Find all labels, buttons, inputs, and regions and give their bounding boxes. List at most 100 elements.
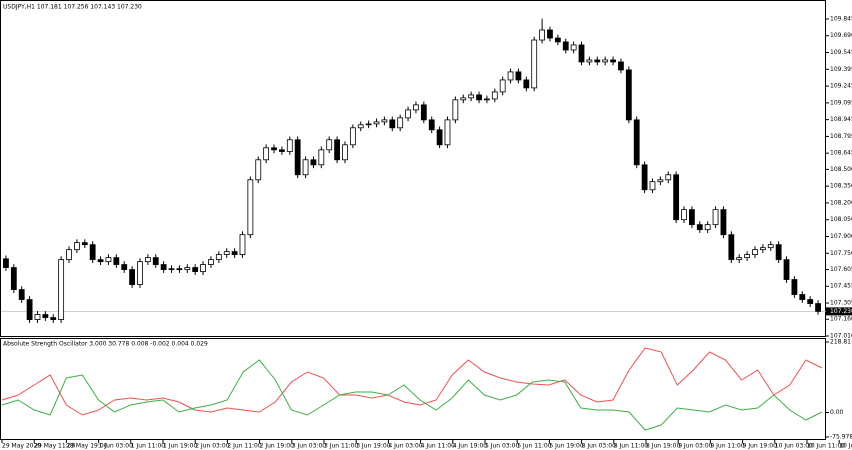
x-tick-label: 5 Jun 03:00 [485,443,519,450]
candle-body [18,289,25,300]
x-tick-label: 8 Jun 11:00 [614,443,648,450]
candle-body [349,127,356,146]
x-tick-label: 9 Jun 03:00 [678,443,712,450]
candle-body [815,303,821,312]
y-tick-label: 109.245 [830,83,852,90]
candle-body [428,119,435,131]
x-tick-label: 1 Jun 11:00 [131,443,165,450]
candle-body [720,209,727,236]
candle-body [460,97,467,101]
x-tick-label: 2 Jun 03:00 [195,443,229,450]
x-tick-label: 4 Jun 11:00 [421,443,455,450]
candle-body [26,299,33,320]
candle-body [799,294,806,300]
candle-body [602,59,609,63]
candle-body [247,179,254,236]
candle-body [89,244,96,261]
candle-body [625,69,632,121]
y-tick-label: 108.945 [830,116,852,123]
candle-body [342,144,348,161]
candle-body [334,139,340,161]
candle-body [570,44,577,51]
candle-body [728,234,735,261]
main-title: USDJPY,H1 107.181 107.256 107.143 107.23… [3,4,142,11]
y-tick-label: -75.978 [830,434,852,441]
candle-body [105,257,112,263]
candle-body [137,261,143,285]
candle-body [436,129,443,146]
candle-body [357,124,364,129]
candle-body [3,258,9,268]
candle-body [413,104,419,111]
candle-body [649,181,656,191]
candle-body [121,264,128,270]
candle-body [554,37,561,43]
candle-body [689,209,695,226]
candle-body [531,39,538,89]
x-tick-label: 29 May 2020 [2,443,41,450]
candle-body [365,123,372,126]
x-tick-label: 3 Jun 11:00 [324,443,358,450]
candle-body [547,29,553,39]
candle-body [499,79,506,93]
x-tick-label: 2 Jun 19:00 [260,443,294,450]
candle-body [74,242,80,251]
candle-body [405,109,411,119]
candle-body [523,79,530,89]
x-tick-label: 2 Jun 11:00 [227,443,261,450]
candle-body [302,159,309,176]
y-tick-label: 108.350 [830,183,852,190]
y-tick-label: 107.455 [830,283,852,290]
candle-body [279,149,285,152]
candle-body [468,94,475,99]
y-tick-label: 109.845 [830,16,852,23]
candle-body [58,259,65,320]
candle-body [452,99,459,121]
candle-body [152,257,159,265]
candle-body [476,94,482,101]
candle-body [744,254,750,259]
candle-body [539,29,545,41]
y-tick-label: 108.050 [830,216,852,223]
candle-body [562,41,569,51]
candle-body [263,147,270,161]
y-tick-label: 107.010 [830,333,852,340]
main-pane [0,0,826,337]
candle-body [10,267,17,290]
candle-body [42,314,49,318]
y-tick-label: 107.160 [830,316,852,323]
x-tick-label: 5 Jun 11:00 [517,443,551,450]
candle-body [775,244,782,261]
candle-body [657,179,664,183]
x-tick-label: 8 Jun 03:00 [582,443,616,450]
candle-body [791,279,798,295]
y-tick-label: 109.545 [830,49,852,56]
y-tick-label: 109.095 [830,99,852,106]
candle-body [752,249,758,255]
candle-body [271,147,277,151]
candle-body [200,264,206,272]
candle-body [807,299,814,304]
x-tick-label: 4 Jun 19:00 [453,443,487,450]
candle-body [192,267,199,272]
candle-body [381,119,388,123]
candle-body [34,314,41,320]
y-tick-label: 107.900 [830,233,852,240]
candle-body [310,159,317,166]
candle-body [681,209,687,221]
y-tick-label: 0.00 [830,409,844,416]
candle-body [759,247,766,251]
x-tick-label: 1 Jun 03:00 [99,443,133,450]
x-tick-label: 5 Jun 19:00 [549,443,583,450]
candle-body [184,267,191,270]
candle-body [66,249,72,261]
candle-body [736,257,743,261]
x-tick-label: 8 Jun 19:00 [646,443,680,450]
y-tick-label: 109.395 [830,66,852,73]
candle-body [610,59,616,63]
oscillator-line [1,347,823,416]
y-tick-label: 109.696 [830,32,852,39]
oscillator-title: Absolute Strength Oscillator 3.000 30.77… [3,341,208,348]
candle-body [507,71,514,81]
